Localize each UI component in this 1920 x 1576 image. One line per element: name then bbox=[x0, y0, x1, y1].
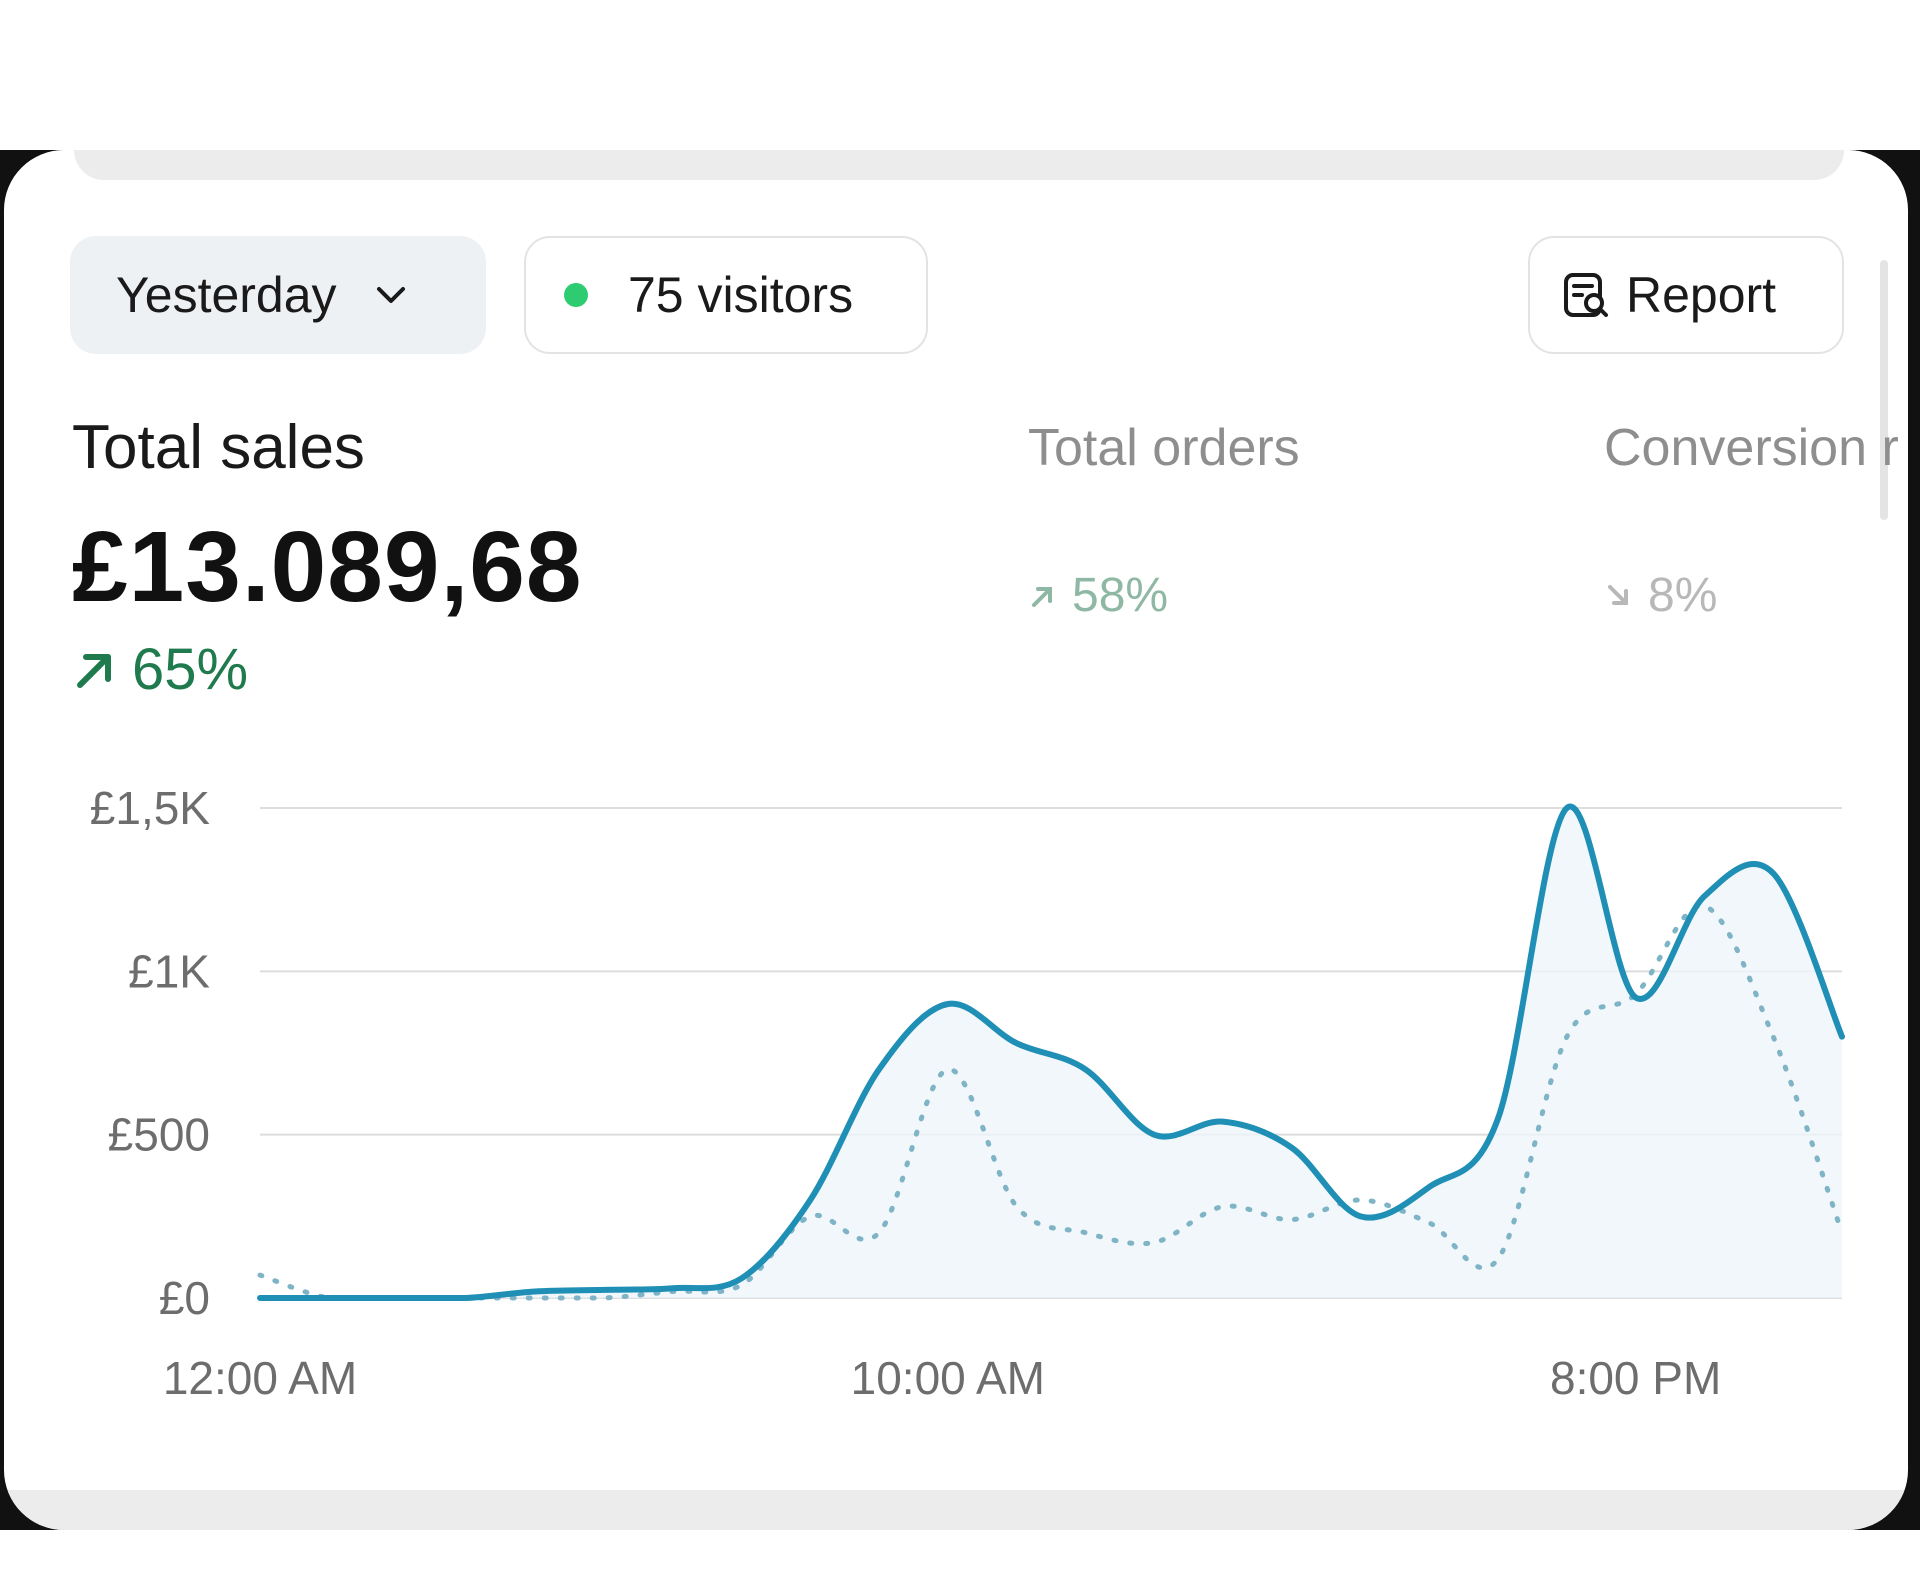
total-sales-label: Total sales bbox=[72, 413, 365, 482]
y-tick-label: £1,5K bbox=[90, 782, 211, 834]
total-sales-change-value: 65% bbox=[132, 637, 249, 702]
report-button[interactable]: Report bbox=[1528, 236, 1844, 354]
current-series-line bbox=[257, 803, 1845, 1302]
total-orders-change-value: 58% bbox=[1072, 569, 1169, 622]
live-visitors-label: 75 visitors bbox=[628, 267, 854, 323]
x-tick-label: 12:00 AM bbox=[163, 1352, 357, 1404]
chevron-down-icon bbox=[376, 287, 405, 303]
status-dot-icon bbox=[564, 283, 588, 307]
sales-line-chart: £0 £500 £1K £1,5K 12:00 AM 10:00 AM 8:00 PM bbox=[90, 782, 1845, 1404]
card-bottom-divider bbox=[4, 1490, 1908, 1530]
y-tick-label: £0 bbox=[159, 1272, 210, 1324]
total-sales-value: £13.089,68 bbox=[72, 511, 583, 623]
card-top-divider bbox=[74, 150, 1844, 180]
scroll-indicator bbox=[1880, 260, 1888, 520]
conversion-rate-change-value: 8% bbox=[1648, 569, 1718, 622]
report-search-icon bbox=[1564, 273, 1608, 317]
x-tick-label: 8:00 PM bbox=[1550, 1352, 1721, 1404]
report-label: Report bbox=[1626, 267, 1777, 323]
conversion-rate-change: 8% bbox=[1604, 568, 1717, 623]
total-orders-change: 58% bbox=[1028, 568, 1168, 623]
arrow-down-right-icon bbox=[1608, 584, 1628, 605]
analytics-card: Yesterday 75 visitors Report Total sales… bbox=[4, 150, 1908, 1530]
conversion-rate-label: Conversion r bbox=[1604, 419, 1899, 477]
arrow-up-right-icon bbox=[77, 653, 111, 688]
period-selector-button[interactable]: Yesterday bbox=[70, 236, 486, 354]
live-visitors-button[interactable]: 75 visitors bbox=[524, 236, 928, 354]
x-tick-label: 10:00 AM bbox=[851, 1352, 1045, 1404]
y-tick-label: £1K bbox=[128, 945, 210, 997]
previous-series-line bbox=[257, 903, 1845, 1301]
current-series-area bbox=[260, 806, 1842, 1298]
y-tick-label: £500 bbox=[108, 1109, 210, 1161]
total-orders-label: Total orders bbox=[1028, 419, 1300, 477]
total-sales-change: 65% bbox=[72, 636, 248, 703]
period-selector-label: Yesterday bbox=[116, 267, 337, 323]
arrow-up-right-icon bbox=[1032, 586, 1052, 607]
